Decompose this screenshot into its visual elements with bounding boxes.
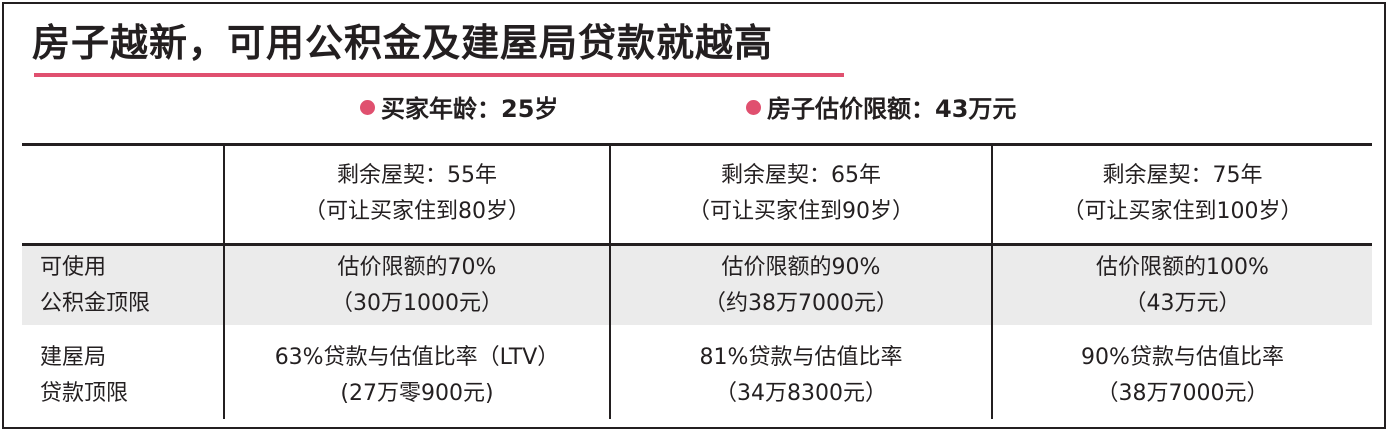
table-row-highlight <box>22 246 1372 325</box>
table-cell: 估价限额的90% （约38万7000元） <box>704 255 898 316</box>
table-cell: 90%贷款与估值比率 （38万7000元） <box>1081 345 1284 406</box>
bullet-dot-icon <box>360 100 375 115</box>
table-top-rule <box>22 143 1372 146</box>
column-divider <box>223 144 225 419</box>
column-header-65: 剩余屋契：65年 （可让买家住到90岁） <box>688 163 914 224</box>
row-label-cpf-limit: 可使用 公积金顶限 <box>40 255 151 316</box>
page-title: 房子越新，可用公积金及建屋局贷款就越高 <box>32 21 774 65</box>
table-cell: 估价限额的70% （30万1000元） <box>331 255 503 316</box>
table-cell: 81%贷款与估值比率 （34万8300元） <box>699 345 903 406</box>
parameter-label: 买家年龄：25岁 <box>381 95 559 123</box>
bullet-dot-icon <box>746 100 761 115</box>
column-header-55: 剩余屋契：55年 （可让买家住到80岁） <box>304 163 530 224</box>
title-underline <box>34 73 844 77</box>
parameter-label: 房子估价限额：43万元 <box>767 95 1017 123</box>
table-header-rule <box>22 243 1372 246</box>
column-divider <box>609 144 611 419</box>
parameter-buyer-age: 买家年龄：25岁 <box>360 92 558 126</box>
column-header-75: 剩余屋契：75年 （可让买家住到100岁） <box>1062 163 1303 224</box>
parameter-valuation-limit: 房子估价限额：43万元 <box>746 92 1016 126</box>
table-cell: 63%贷款与估值比率（LTV） (27万零900元) <box>274 345 560 406</box>
row-label-hdb-loan-limit: 建屋局 贷款顶限 <box>40 345 129 406</box>
column-divider <box>991 144 993 419</box>
table-cell: 估价限额的100% （43万元） <box>1096 255 1269 316</box>
